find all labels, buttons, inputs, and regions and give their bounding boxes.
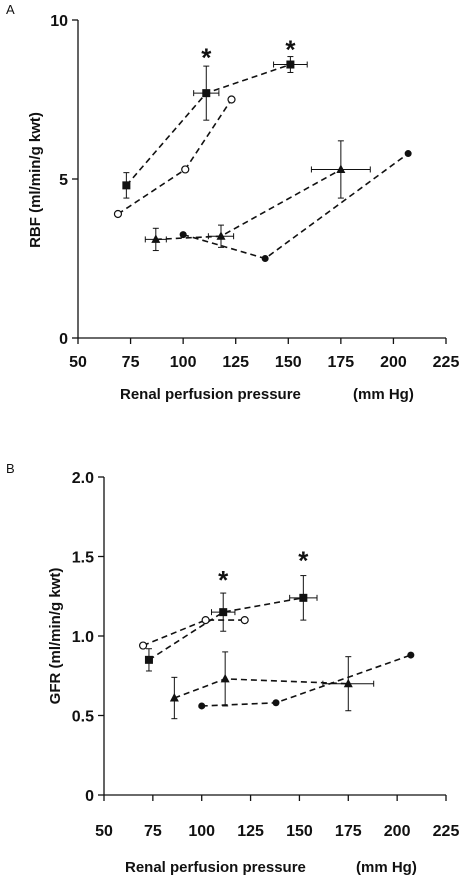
series-line-filled-circle bbox=[182, 152, 409, 260]
significance-star: * bbox=[218, 565, 229, 595]
data-point-triangle bbox=[216, 231, 226, 240]
y-tick-label: 2.0 bbox=[72, 470, 94, 487]
significance-star: * bbox=[285, 35, 296, 65]
series-line-open-circle bbox=[142, 619, 245, 647]
data-point-square bbox=[299, 593, 308, 602]
y-tick-label: 10 bbox=[50, 13, 68, 30]
data-point-filled-circle bbox=[261, 255, 269, 262]
data-point-triangle bbox=[343, 678, 353, 688]
y-tick-label: 5 bbox=[59, 172, 68, 189]
data-point-filled-circle bbox=[272, 699, 280, 707]
x-tick-label: 50 bbox=[69, 354, 87, 371]
x-axis-unit: (mm Hg) bbox=[356, 859, 417, 876]
series-line-square bbox=[148, 597, 304, 661]
x-tick-label: 175 bbox=[335, 823, 362, 840]
x-tick-label: 200 bbox=[384, 823, 411, 840]
x-axis-title: Renal perfusion pressure bbox=[120, 386, 301, 403]
data-point-open-circle bbox=[227, 95, 236, 104]
y-axis-title: RBF (ml/min/g kwt) bbox=[27, 112, 44, 248]
data-point-filled-circle bbox=[198, 702, 206, 710]
y-tick-label: 0.5 bbox=[72, 709, 94, 726]
data-point-open-circle bbox=[138, 641, 148, 650]
y-tick-label: 0 bbox=[59, 331, 68, 348]
x-axis-title: Renal perfusion pressure bbox=[125, 859, 306, 876]
x-tick-label: 125 bbox=[222, 354, 249, 371]
data-point-open-circle bbox=[113, 209, 123, 219]
x-tick-label: 125 bbox=[237, 823, 264, 840]
x-tick-label: 225 bbox=[433, 354, 460, 371]
panel-b: B 0 0.5 1.0 1.5 2.0 50 75 100 125 150 175 200 225 Rena… bbox=[6, 461, 459, 876]
x-axis-unit: (mm Hg) bbox=[353, 386, 414, 403]
x-tick-label: 200 bbox=[380, 354, 407, 371]
data-point-open-circle bbox=[240, 615, 249, 625]
data-point-open-circle bbox=[181, 165, 190, 174]
series-line-triangle bbox=[155, 168, 342, 241]
x-tick-label: 150 bbox=[286, 823, 313, 840]
y-tick-label: 0 bbox=[85, 788, 94, 805]
significance-star: * bbox=[298, 546, 309, 576]
significance-star: * bbox=[201, 43, 212, 73]
data-point-filled-circle bbox=[179, 231, 187, 239]
data-point-triangle bbox=[220, 673, 230, 683]
x-tick-label: 225 bbox=[433, 823, 460, 840]
series-line-triangle bbox=[174, 678, 349, 699]
data-point-square bbox=[144, 655, 153, 664]
data-point-triangle bbox=[336, 164, 346, 173]
y-tick-label: 1.0 bbox=[72, 629, 94, 646]
series-line-filled-circle bbox=[201, 654, 412, 707]
x-tick-label: 100 bbox=[170, 354, 197, 371]
series-line-square bbox=[125, 63, 291, 186]
data-point-triangle bbox=[169, 693, 179, 702]
y-tick-label: 1.5 bbox=[72, 550, 94, 567]
panel-letter: A bbox=[6, 2, 15, 17]
series-line-open-circle bbox=[117, 99, 233, 215]
data-point-square bbox=[122, 181, 131, 190]
x-tick-label: 175 bbox=[328, 354, 355, 371]
data-point-square bbox=[286, 60, 295, 69]
panel-a: A 0 5 10 50 75 100 125 150 175 200 225 Renal perfusi… bbox=[6, 2, 459, 403]
x-tick-label: 75 bbox=[144, 823, 162, 840]
data-point-filled-circle bbox=[407, 651, 415, 659]
y-axis-title: GFR (ml/min/g kwt) bbox=[47, 568, 64, 705]
data-point-square bbox=[202, 89, 211, 98]
x-tick-label: 150 bbox=[275, 354, 302, 371]
panel-letter: B bbox=[6, 461, 15, 476]
data-point-square bbox=[219, 608, 228, 617]
data-point-triangle bbox=[151, 234, 161, 243]
data-point-filled-circle bbox=[404, 150, 412, 158]
x-tick-label: 100 bbox=[188, 823, 215, 840]
x-tick-label: 75 bbox=[122, 354, 140, 371]
data-point-open-circle bbox=[201, 615, 210, 625]
x-tick-label: 50 bbox=[95, 823, 113, 840]
